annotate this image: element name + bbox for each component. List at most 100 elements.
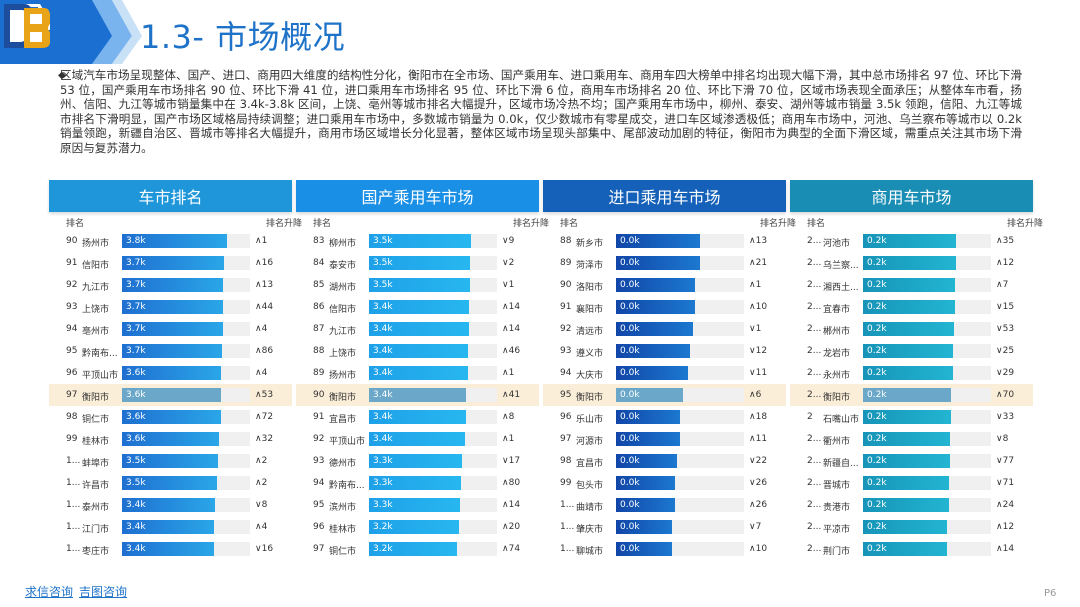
rank-change: ∧8 bbox=[502, 412, 515, 422]
sales-value-label: 3.4k bbox=[373, 412, 393, 422]
column-header-change: 排名升降 bbox=[265, 219, 302, 229]
rank-value: 95 bbox=[313, 500, 325, 510]
rank-value: 2... bbox=[807, 346, 821, 356]
sales-value-label: 3.4k bbox=[373, 368, 393, 378]
rank-change: ∨9 bbox=[502, 236, 515, 246]
table-row: 93 德州市 3.3k ∨17 bbox=[296, 450, 539, 472]
city-name: 大庆市 bbox=[576, 371, 604, 381]
sales-bar-track: 0.0k bbox=[616, 498, 744, 512]
city-name: 晋城市 bbox=[823, 481, 851, 491]
sales-bar-track: 3.4k bbox=[369, 300, 497, 314]
city-name: 扬州市 bbox=[329, 371, 357, 381]
sales-bar: 3.6k bbox=[122, 388, 221, 402]
footer-link-jitu[interactable]: 吉图咨询 bbox=[79, 585, 128, 599]
table-row: 2... 龙岩市 0.2k ∨25 bbox=[790, 340, 1033, 362]
table-row: 92 九江市 3.7k ∧13 bbox=[49, 274, 292, 296]
panel-title: 商用车市场 bbox=[790, 180, 1033, 212]
sales-bar: 3.4k bbox=[369, 344, 468, 358]
sales-bar: 0.2k bbox=[863, 476, 949, 490]
sales-bar: 0.2k bbox=[863, 344, 953, 358]
rank-value: 96 bbox=[313, 522, 325, 532]
rank-change: ∨26 bbox=[749, 478, 768, 488]
rank-value: 2... bbox=[807, 478, 821, 488]
rank-change: ∧2 bbox=[255, 456, 268, 466]
rank-value: 90 bbox=[66, 236, 78, 246]
rank-value: 1... bbox=[560, 544, 574, 554]
rank-value: 2... bbox=[807, 390, 821, 400]
rank-change: ∨8 bbox=[255, 500, 268, 510]
sales-bar: 0.0k bbox=[616, 300, 696, 314]
city-name: 永州市 bbox=[823, 371, 851, 381]
sales-value-label: 3.4k bbox=[373, 346, 393, 356]
sales-bar-track: 3.7k bbox=[122, 300, 250, 314]
sales-value-label: 0.2k bbox=[867, 346, 887, 356]
sales-value-label: 3.2k bbox=[373, 544, 393, 554]
sales-value-label: 0.0k bbox=[620, 522, 640, 532]
sales-value-label: 3.7k bbox=[126, 258, 146, 268]
table-row: 98 铜仁市 3.6k ∧72 bbox=[49, 406, 292, 428]
table-row: 2... 新疆自... 0.2k ∨77 bbox=[790, 450, 1033, 472]
sales-bar: 3.4k bbox=[369, 300, 469, 314]
city-name: 乐山市 bbox=[576, 415, 604, 425]
sales-value-label: 0.2k bbox=[867, 434, 887, 444]
sales-value-label: 3.5k bbox=[126, 456, 146, 466]
table-row: 1... 聊城市 0.0k ∧10 bbox=[543, 538, 786, 560]
rank-change: ∨1 bbox=[749, 324, 762, 334]
sales-bar-track: 3.4k bbox=[369, 388, 497, 402]
rank-change: ∧7 bbox=[996, 280, 1009, 290]
city-name: 铜仁市 bbox=[329, 547, 357, 557]
city-name: 河池市 bbox=[823, 239, 851, 249]
table-row: 89 菏泽市 0.0k ∧21 bbox=[543, 252, 786, 274]
sales-bar-track: 3.6k bbox=[122, 366, 250, 380]
table-row: 85 湖州市 3.5k ∨1 bbox=[296, 274, 539, 296]
city-name: 泰安市 bbox=[329, 261, 357, 271]
sales-bar: 3.5k bbox=[122, 454, 218, 468]
sales-bar-track: 3.4k bbox=[122, 520, 250, 534]
city-name: 衡阳市 bbox=[576, 393, 604, 403]
rank-change: ∧6 bbox=[749, 390, 762, 400]
rank-value: 95 bbox=[560, 390, 572, 400]
rank-value: 83 bbox=[313, 236, 325, 246]
sales-value-label: 3.4k bbox=[126, 500, 146, 510]
rank-change: ∨77 bbox=[996, 456, 1015, 466]
rank-change: ∧14 bbox=[996, 544, 1015, 554]
column-header-change: 排名升降 bbox=[759, 219, 796, 229]
sales-bar: 0.0k bbox=[616, 432, 680, 446]
sales-value-label: 0.2k bbox=[867, 412, 887, 422]
sales-bar-track: 3.4k bbox=[122, 542, 250, 556]
sales-bar: 0.0k bbox=[616, 498, 675, 512]
city-name: 宜昌市 bbox=[329, 415, 357, 425]
bullet-diamond-icon: ◆ bbox=[58, 70, 66, 81]
header-banner: 1.3- 市场概况 bbox=[0, 0, 1080, 64]
table-row: 1... 蚌埠市 3.5k ∧2 bbox=[49, 450, 292, 472]
rank-change: ∧35 bbox=[996, 236, 1015, 246]
table-row: 93 遵义市 0.0k ∨12 bbox=[543, 340, 786, 362]
sales-bar: 3.2k bbox=[369, 520, 459, 534]
table-row: 2... 乌兰察... 0.2k ∧12 bbox=[790, 252, 1033, 274]
table-row: 2... 宜春市 0.2k ∨15 bbox=[790, 296, 1033, 318]
rank-change: ∧11 bbox=[749, 434, 768, 444]
column-header-rank: 排名 bbox=[560, 219, 579, 229]
sales-bar-track: 0.0k bbox=[616, 366, 744, 380]
panel-title: 进口乘用车市场 bbox=[543, 180, 786, 212]
city-name: 衢州市 bbox=[823, 437, 851, 447]
column-header-row: 排名 排名升降 bbox=[296, 214, 549, 230]
sales-value-label: 3.4k bbox=[373, 324, 393, 334]
sales-value-label: 3.6k bbox=[126, 434, 146, 444]
rank-value: 2... bbox=[807, 280, 821, 290]
sales-value-label: 3.3k bbox=[373, 500, 393, 510]
sales-bar: 0.0k bbox=[616, 322, 693, 336]
city-name: 乌兰察... bbox=[823, 261, 859, 271]
sales-value-label: 3.6k bbox=[126, 412, 146, 422]
sales-bar-track: 3.5k bbox=[369, 278, 497, 292]
city-name: 德州市 bbox=[329, 459, 357, 469]
sales-value-label: 0.0k bbox=[620, 434, 640, 444]
footer-link-qiuxin[interactable]: 求信咨询 bbox=[25, 585, 74, 599]
sales-bar-track: 0.2k bbox=[863, 256, 991, 270]
sales-bar-track: 0.2k bbox=[863, 300, 991, 314]
sales-value-label: 3.4k bbox=[373, 390, 393, 400]
sales-bar: 3.7k bbox=[122, 256, 225, 270]
sales-value-label: 3.7k bbox=[126, 280, 146, 290]
sales-bar: 0.0k bbox=[616, 344, 691, 358]
table-row-highlighted: 90 衡阳市 3.4k ∧41 bbox=[296, 384, 539, 406]
